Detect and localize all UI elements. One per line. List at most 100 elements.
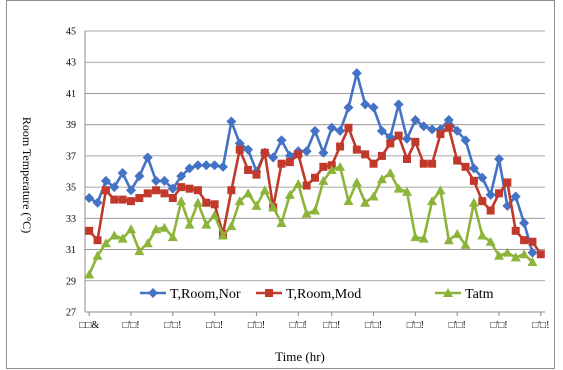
data-point <box>494 250 504 260</box>
data-point <box>385 168 396 178</box>
data-point <box>369 159 378 168</box>
data-point <box>335 161 346 171</box>
data-point <box>176 196 187 206</box>
x-axis-label: Time (hr) <box>275 349 325 364</box>
data-point <box>276 135 287 146</box>
data-point <box>335 125 346 136</box>
data-point <box>477 172 488 183</box>
x-tick-label: □'□! <box>407 320 424 331</box>
data-point <box>402 186 412 196</box>
x-tick-labels: □□& □'□! □'□! □'□! □'□! □'□! □'□! □'□! □'□! □'□! □… <box>79 320 549 331</box>
data-point <box>520 236 529 245</box>
data-point <box>192 160 203 171</box>
data-point <box>443 114 454 125</box>
x-tick-label: □'□! <box>206 320 223 331</box>
data-point <box>265 289 273 297</box>
data-point <box>135 194 144 203</box>
data-point <box>243 144 254 155</box>
y-tick-label: 29 <box>66 276 76 287</box>
data-point <box>193 186 202 195</box>
data-point <box>311 173 319 182</box>
data-point <box>127 197 135 206</box>
data-point <box>452 228 463 238</box>
data-point <box>419 159 428 168</box>
data-point <box>134 171 145 182</box>
data-point <box>468 163 479 174</box>
data-point <box>326 164 337 174</box>
data-point <box>142 152 153 163</box>
y-axis-label: Room Temperature (°C) <box>20 117 34 233</box>
axes <box>84 31 545 316</box>
legend-label: T,Room,Nor <box>170 287 241 302</box>
data-point <box>100 238 111 248</box>
data-point <box>527 247 538 258</box>
data-point <box>402 133 412 144</box>
data-point <box>511 226 520 235</box>
data-point <box>486 206 495 215</box>
data-point <box>376 174 387 184</box>
data-point <box>318 147 329 158</box>
data-point <box>209 210 220 220</box>
x-tick-label: □'□! <box>248 320 265 331</box>
data-point <box>110 195 119 204</box>
data-point <box>148 288 158 298</box>
data-point <box>109 182 120 193</box>
data-point <box>176 171 187 182</box>
data-point <box>218 161 228 172</box>
data-point <box>410 232 421 242</box>
data-point <box>143 189 152 198</box>
data-point <box>268 152 279 163</box>
data-point <box>184 219 195 229</box>
data-point <box>167 232 178 242</box>
data-point <box>427 124 438 135</box>
data-point <box>201 219 212 229</box>
data-point <box>235 145 244 154</box>
data-point <box>468 197 479 207</box>
data-point <box>85 226 94 235</box>
data-point <box>302 181 311 190</box>
data-point <box>268 202 279 212</box>
data-point <box>510 252 521 262</box>
x-tick-label: □'□! <box>164 320 181 331</box>
data-point <box>93 236 102 245</box>
data-point <box>293 178 304 188</box>
data-point <box>435 185 446 195</box>
data-point <box>142 238 153 248</box>
data-point <box>184 163 195 174</box>
data-point <box>301 146 312 157</box>
data-point <box>244 165 253 174</box>
data-point <box>460 135 471 146</box>
data-point <box>310 205 320 215</box>
data-point <box>243 188 254 198</box>
data-point <box>84 269 95 279</box>
legend-bg <box>431 283 511 303</box>
data-point <box>343 196 354 206</box>
data-point <box>234 196 245 206</box>
data-point <box>444 123 453 132</box>
data-point <box>411 137 420 146</box>
data-point <box>351 177 362 187</box>
data-point <box>460 239 471 249</box>
y-tick-label: 35 <box>66 183 76 194</box>
data-point <box>226 221 237 231</box>
data-point <box>360 99 371 110</box>
data-point <box>252 170 261 179</box>
y-tick-label: 45 <box>66 27 76 38</box>
x-tick-label: □'□! <box>122 320 139 331</box>
data-point <box>277 159 286 168</box>
data-point <box>126 185 136 196</box>
data-point <box>427 196 438 206</box>
data-point <box>393 183 404 193</box>
data-point <box>177 183 186 192</box>
data-point <box>152 186 161 195</box>
data-point <box>126 224 136 234</box>
data-point <box>528 237 537 246</box>
data-point <box>443 288 453 297</box>
data-point <box>469 176 478 185</box>
data-point <box>368 102 379 113</box>
data-point <box>452 125 463 136</box>
data-point <box>368 191 379 201</box>
data-point <box>393 99 404 110</box>
data-point <box>109 230 120 240</box>
